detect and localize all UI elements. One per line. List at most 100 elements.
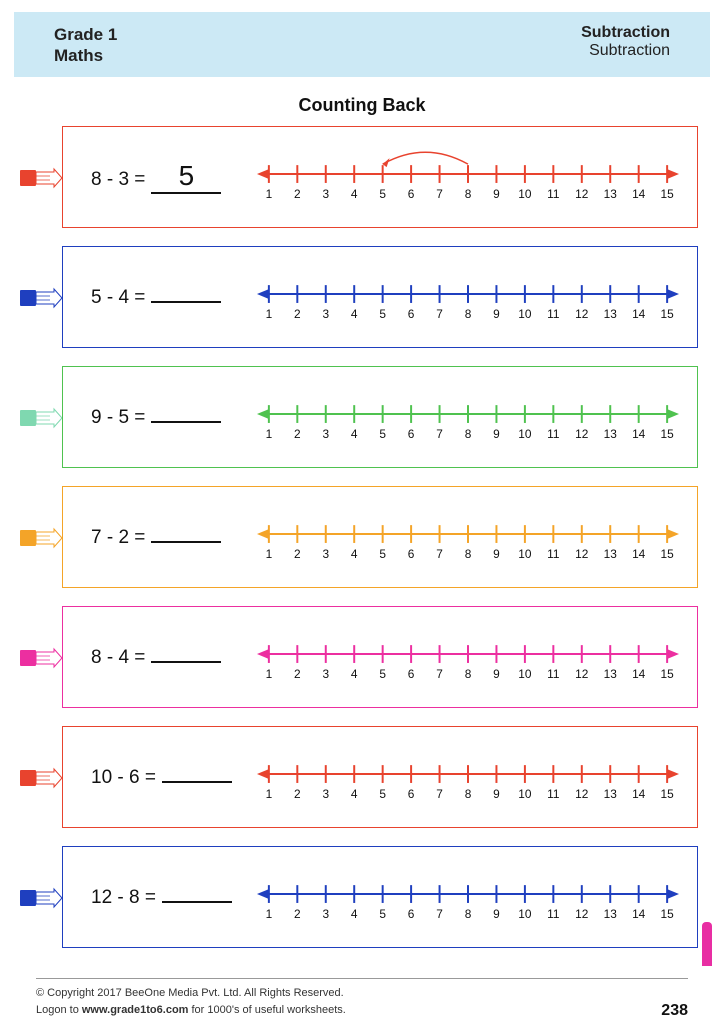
svg-text:15: 15 — [661, 426, 675, 440]
hand-icon — [20, 164, 64, 192]
svg-text:2: 2 — [294, 786, 301, 800]
number-line: 123456789101112131415 — [255, 384, 681, 452]
svg-text:12: 12 — [575, 666, 588, 680]
equation-area: 10 - 6 = — [91, 767, 255, 789]
answer-blank[interactable] — [162, 779, 232, 783]
svg-text:9: 9 — [493, 666, 500, 680]
svg-text:15: 15 — [661, 306, 675, 320]
answer-blank[interactable] — [151, 659, 221, 663]
equation-area: 8 - 3 = 5 — [91, 162, 255, 194]
side-tab — [702, 922, 712, 966]
svg-text:1: 1 — [266, 306, 273, 320]
hand-icon — [20, 764, 64, 792]
svg-text:10: 10 — [518, 786, 532, 800]
number-line: 123456789101112131415 — [255, 864, 681, 932]
svg-text:3: 3 — [322, 786, 329, 800]
numberline-area: 123456789101112131415 — [255, 384, 681, 452]
numberline-area: 123456789101112131415 — [255, 624, 681, 692]
problem-row: 7 - 2 = 123456789101112131415 — [26, 486, 698, 588]
svg-text:7: 7 — [436, 786, 443, 800]
svg-text:14: 14 — [632, 786, 646, 800]
answer-blank[interactable] — [151, 419, 221, 423]
svg-text:14: 14 — [632, 426, 646, 440]
equation-text: 7 - 2 = — [91, 527, 145, 549]
svg-text:2: 2 — [294, 306, 301, 320]
answer-blank[interactable]: 5 — [151, 162, 221, 194]
svg-text:6: 6 — [408, 546, 415, 560]
svg-text:9: 9 — [493, 786, 500, 800]
header-right: Subtraction Subtraction — [581, 24, 670, 60]
svg-text:9: 9 — [493, 546, 500, 560]
svg-text:12: 12 — [575, 786, 588, 800]
equation-text: 9 - 5 = — [91, 407, 145, 429]
svg-text:9: 9 — [493, 426, 500, 440]
equation-text: 8 - 3 = — [91, 169, 145, 191]
svg-text:12: 12 — [575, 426, 588, 440]
svg-text:10: 10 — [518, 426, 532, 440]
svg-text:5: 5 — [379, 186, 386, 200]
svg-text:10: 10 — [518, 666, 532, 680]
problem-box: 7 - 2 = 123456789101112131415 — [62, 486, 698, 588]
svg-text:7: 7 — [436, 306, 443, 320]
problems-container: 8 - 3 = 5 123456789101112131415 -3 5 - 4… — [0, 126, 724, 948]
svg-text:13: 13 — [604, 786, 618, 800]
svg-text:1: 1 — [266, 546, 273, 560]
svg-text:12: 12 — [575, 906, 588, 920]
equation-area: 5 - 4 = — [91, 287, 255, 309]
numberline-area: 123456789101112131415 — [255, 744, 681, 812]
svg-text:14: 14 — [632, 186, 646, 200]
answer-blank[interactable] — [151, 299, 221, 303]
svg-text:12: 12 — [575, 546, 588, 560]
svg-text:5: 5 — [379, 786, 386, 800]
svg-text:4: 4 — [351, 666, 358, 680]
svg-text:8: 8 — [465, 306, 472, 320]
problem-row: 8 - 4 = 123456789101112131415 — [26, 606, 698, 708]
equation-text: 12 - 8 = — [91, 887, 156, 909]
equation-area: 8 - 4 = — [91, 647, 255, 669]
svg-text:10: 10 — [518, 186, 532, 200]
svg-text:1: 1 — [266, 786, 273, 800]
page-number: 238 — [661, 1002, 688, 1020]
svg-text:14: 14 — [632, 546, 646, 560]
svg-text:9: 9 — [493, 306, 500, 320]
footer-left: © Copyright 2017 BeeOne Media Pvt. Ltd. … — [36, 985, 346, 1020]
svg-text:4: 4 — [351, 786, 358, 800]
svg-text:2: 2 — [294, 186, 301, 200]
svg-text:7: 7 — [436, 666, 443, 680]
problem-row: 8 - 3 = 5 123456789101112131415 -3 — [26, 126, 698, 228]
svg-text:1: 1 — [266, 666, 273, 680]
hand-icon — [20, 884, 64, 912]
svg-text:10: 10 — [518, 546, 532, 560]
svg-text:3: 3 — [322, 666, 329, 680]
svg-text:15: 15 — [661, 546, 675, 560]
svg-text:6: 6 — [408, 786, 415, 800]
svg-text:13: 13 — [604, 306, 618, 320]
equation-text: 10 - 6 = — [91, 767, 156, 789]
svg-text:13: 13 — [604, 186, 618, 200]
numberline-area: 123456789101112131415 — [255, 504, 681, 572]
svg-text:11: 11 — [547, 186, 560, 200]
problem-row: 10 - 6 = 123456789101112131415 — [26, 726, 698, 828]
page-title: Counting Back — [0, 95, 724, 116]
svg-text:11: 11 — [547, 426, 560, 440]
svg-text:3: 3 — [322, 546, 329, 560]
svg-text:9: 9 — [493, 906, 500, 920]
header-left: Grade 1 Maths — [54, 24, 117, 67]
numberline-area: 123456789101112131415 — [255, 864, 681, 932]
svg-text:12: 12 — [575, 186, 588, 200]
equation-area: 9 - 5 = — [91, 407, 255, 429]
problem-box: 9 - 5 = 123456789101112131415 — [62, 366, 698, 468]
answer-blank[interactable] — [151, 539, 221, 543]
svg-text:8: 8 — [465, 546, 472, 560]
svg-text:12: 12 — [575, 306, 588, 320]
number-line: 123456789101112131415 — [255, 264, 681, 332]
svg-text:8: 8 — [465, 186, 472, 200]
svg-text:15: 15 — [661, 186, 675, 200]
svg-text:4: 4 — [351, 546, 358, 560]
svg-text:1: 1 — [266, 186, 273, 200]
svg-text:2: 2 — [294, 426, 301, 440]
answer-blank[interactable] — [162, 899, 232, 903]
problem-box: 5 - 4 = 123456789101112131415 — [62, 246, 698, 348]
svg-text:7: 7 — [436, 426, 443, 440]
topic-bold: Subtraction — [581, 24, 670, 42]
